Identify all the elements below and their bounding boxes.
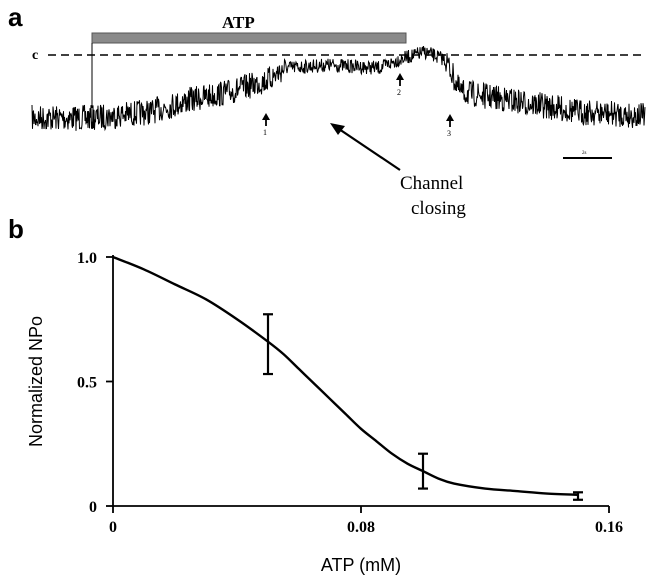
panel-a-label: a bbox=[8, 2, 23, 32]
marker-3: 3 bbox=[446, 114, 454, 138]
current-trace bbox=[31, 46, 646, 132]
y-tick-label: 1.0 bbox=[77, 250, 97, 267]
x-tick-label: 0 bbox=[109, 519, 117, 536]
x-tick-label: 0.16 bbox=[595, 519, 623, 536]
error-bar bbox=[418, 452, 428, 490]
closed-level-label: c bbox=[32, 48, 38, 63]
x-axis-label: ATP (mM) bbox=[321, 555, 401, 575]
error-bar bbox=[573, 491, 583, 501]
channel-closing-arrow bbox=[335, 126, 401, 171]
marker-1-label: 1 bbox=[263, 128, 267, 137]
panel-b-label: b bbox=[8, 214, 24, 244]
chart-npo-vs-atp: 0 0.08 0.16 0 0.5 1.0 ATP (mM) Normalized NPo bbox=[26, 250, 623, 575]
y-tick-label: 0.5 bbox=[77, 375, 97, 392]
marker-3-label: 3 bbox=[447, 129, 451, 138]
annotation-line1: Channel bbox=[400, 173, 463, 194]
current-trace-path bbox=[31, 46, 646, 132]
channel-closing-arrowhead bbox=[330, 123, 345, 135]
x-tick-label: 0.08 bbox=[347, 519, 375, 536]
atp-bar-label: ATP bbox=[222, 13, 255, 32]
error-bar bbox=[263, 313, 273, 376]
fit-curve bbox=[112, 255, 579, 496]
marker-2: 2 bbox=[396, 73, 404, 97]
atp-application-bar bbox=[91, 32, 407, 44]
marker-2-label: 2 bbox=[397, 88, 401, 97]
scale-bar-label: 2s bbox=[582, 151, 587, 156]
annotation-line2: closing bbox=[411, 198, 466, 219]
marker-1: 1 bbox=[262, 113, 270, 137]
y-axis-label: Normalized NPo bbox=[26, 316, 46, 447]
y-tick-label: 0 bbox=[89, 499, 97, 516]
